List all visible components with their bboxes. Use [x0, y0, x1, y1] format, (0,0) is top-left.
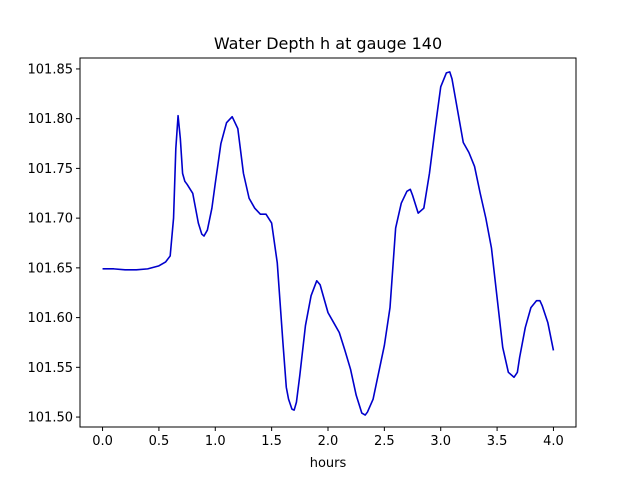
y-tick-label: 101.70 — [28, 212, 74, 227]
x-axis-label: hours — [310, 456, 347, 471]
x-tick-label: 3.5 — [487, 434, 508, 449]
x-tick-label: 3.0 — [430, 434, 451, 449]
y-axis: 101.50 101.55 101.60 101.65 101.70 101.75 101.… — [28, 62, 80, 426]
x-tick-label: 4.0 — [543, 434, 564, 449]
y-tick-label: 101.75 — [28, 162, 74, 177]
x-tick-label: 0.5 — [149, 434, 170, 449]
x-tick-label: 1.5 — [261, 434, 282, 449]
x-tick-label: 2.0 — [318, 434, 339, 449]
series-line-water-depth — [102, 71, 555, 416]
y-tick-label: 101.85 — [28, 62, 74, 77]
y-tick-label: 101.55 — [28, 361, 74, 376]
y-tick-label: 101.65 — [28, 261, 74, 276]
y-tick-label: 101.50 — [28, 411, 74, 426]
y-tick-label: 101.80 — [28, 112, 74, 127]
y-tick-label: 101.60 — [28, 311, 74, 326]
x-axis: 0.0 0.5 1.0 1.5 2.0 2.5 3.0 3.5 4.0 — [92, 427, 564, 449]
chart-title: Water Depth h at gauge 140 — [214, 34, 442, 53]
x-tick-label: 2.5 — [374, 434, 395, 449]
x-tick-label: 1.0 — [205, 434, 226, 449]
x-tick-label: 0.0 — [92, 434, 113, 449]
